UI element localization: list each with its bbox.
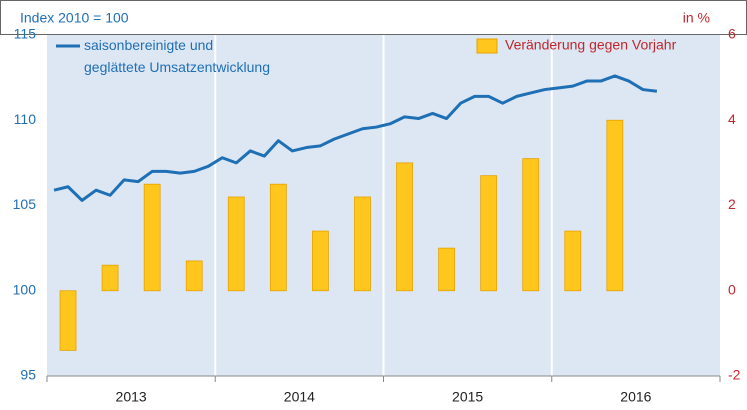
y-tick-label: 105 bbox=[13, 196, 37, 212]
y-tick-label: 115 bbox=[14, 26, 37, 42]
y2-tick-label: 6 bbox=[728, 26, 736, 42]
x-tick-label: 2014 bbox=[284, 389, 315, 405]
bar bbox=[312, 230, 329, 292]
bar bbox=[185, 260, 203, 292]
bar bbox=[143, 183, 161, 292]
bar bbox=[564, 230, 582, 292]
legend-swatch bbox=[476, 38, 498, 54]
bar bbox=[354, 196, 371, 292]
left-axis-label: Index 2010 = 100 bbox=[20, 10, 129, 26]
bar bbox=[606, 119, 624, 292]
bar bbox=[438, 247, 455, 292]
bar bbox=[522, 158, 540, 292]
bar bbox=[396, 162, 413, 292]
right-axis-label: in % bbox=[683, 10, 710, 26]
legend-label: saisonbereinigte und geglättete Umsatzent… bbox=[84, 37, 270, 75]
bar bbox=[480, 175, 498, 292]
x-tick-label: 2013 bbox=[116, 389, 147, 405]
x-tick-label: 2015 bbox=[452, 389, 483, 405]
y2-tick-label: 0 bbox=[728, 281, 736, 297]
y2-tick-label: -2 bbox=[728, 367, 741, 383]
bar bbox=[269, 183, 287, 292]
legend-label: Veränderung gegen Vorjahr bbox=[505, 37, 677, 53]
y2-tick-label: 2 bbox=[728, 196, 736, 212]
y-tick-label: 100 bbox=[13, 281, 37, 297]
line bbox=[53, 74, 658, 202]
x-tick-label: 2016 bbox=[620, 389, 651, 405]
y2-tick-label: 4 bbox=[728, 111, 736, 127]
bar bbox=[227, 196, 245, 292]
y-tick-label: 95 bbox=[20, 367, 36, 383]
bar bbox=[101, 264, 119, 292]
y-tick-label: 110 bbox=[14, 111, 37, 127]
bar bbox=[59, 290, 77, 351]
